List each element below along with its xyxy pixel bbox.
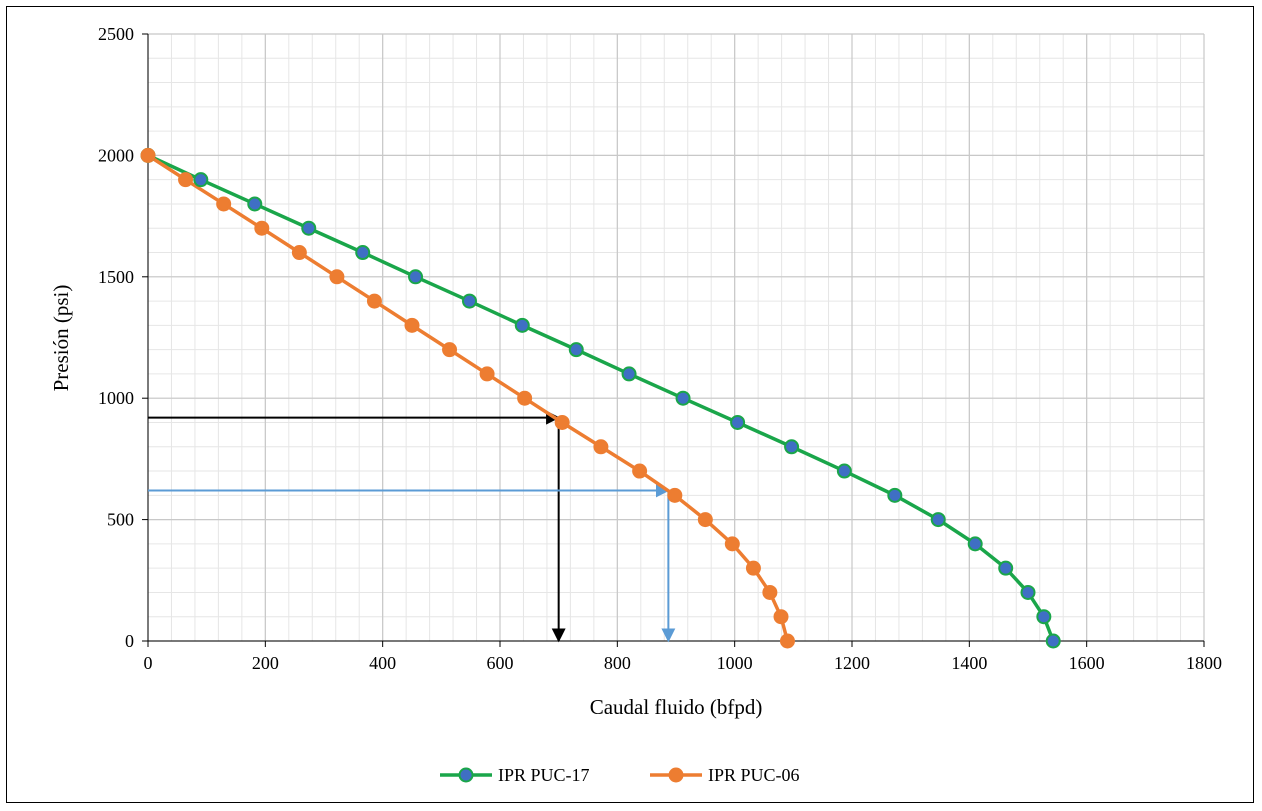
- legend-marker-2: [668, 767, 684, 783]
- series-point-2: [762, 584, 778, 600]
- legend-marker-1: [458, 767, 474, 783]
- x-tick-label: 400: [369, 653, 396, 673]
- series-layer: [140, 147, 1061, 649]
- series-point-2: [291, 245, 307, 261]
- series-point-1: [247, 196, 263, 212]
- series-point-1: [568, 342, 584, 358]
- series-point-2: [724, 536, 740, 552]
- series-point-1: [514, 317, 530, 333]
- series-point-2: [479, 366, 495, 382]
- series-point-1: [461, 293, 477, 309]
- series-point-1: [836, 463, 852, 479]
- series-point-1: [1045, 633, 1061, 649]
- series-point-2: [773, 609, 789, 625]
- chart-frame: [6, 6, 1254, 803]
- series-point-2: [745, 560, 761, 576]
- annotation-arrows: [148, 410, 676, 643]
- series-point-1: [998, 560, 1014, 576]
- x-tick-label: 200: [252, 653, 279, 673]
- series-point-1: [675, 390, 691, 406]
- legend-label-1: IPR PUC-17: [498, 765, 590, 785]
- x-tick-label: 1400: [951, 653, 987, 673]
- series-point-1: [967, 536, 983, 552]
- y-tick-label: 2000: [98, 145, 134, 165]
- legend: IPR PUC-17 IPR PUC-06: [440, 765, 800, 785]
- series-point-2: [779, 633, 795, 649]
- y-tick-label: 500: [107, 510, 134, 530]
- series-point-2: [329, 269, 345, 285]
- series-point-2: [667, 487, 683, 503]
- series-point-1: [301, 220, 317, 236]
- series-point-2: [593, 439, 609, 455]
- series-point-2: [404, 317, 420, 333]
- legend-label-2: IPR PUC-06: [708, 765, 800, 785]
- x-tick-label: 600: [487, 653, 514, 673]
- series-point-1: [408, 269, 424, 285]
- series-point-1: [887, 487, 903, 503]
- series-point-2: [216, 196, 232, 212]
- series-point-1: [621, 366, 637, 382]
- series-point-2: [697, 512, 713, 528]
- series-point-2: [554, 414, 570, 430]
- series-point-2: [366, 293, 382, 309]
- series-point-2: [442, 342, 458, 358]
- series-point-2: [254, 220, 270, 236]
- y-tick-label: 1500: [98, 267, 134, 287]
- grid-major: [142, 33, 1205, 647]
- x-tick-label: 1200: [834, 653, 870, 673]
- x-tick-label: 1000: [717, 653, 753, 673]
- series-point-1: [1036, 609, 1052, 625]
- series-point-2: [178, 172, 194, 188]
- series-point-1: [930, 512, 946, 528]
- x-tick-label: 0: [144, 653, 153, 673]
- y-tick-label: 1000: [98, 388, 134, 408]
- x-tick-label: 1600: [1069, 653, 1105, 673]
- series-point-1: [1020, 584, 1036, 600]
- series-point-1: [784, 439, 800, 455]
- x-axis-title: Caudal fluido (bfpd): [590, 695, 763, 719]
- series-point-1: [355, 245, 371, 261]
- series-point-2: [517, 390, 533, 406]
- x-tick-label: 800: [604, 653, 631, 673]
- x-tick-label: 1800: [1186, 653, 1222, 673]
- series-point-1: [730, 414, 746, 430]
- axis-tick-labels: 0 200 400 600 800 1000 1200 1400 1600 1800 0 500 100…: [98, 24, 1222, 673]
- series-point-2: [140, 147, 156, 163]
- y-axis-title: Presión (psi): [49, 285, 73, 392]
- series-point-2: [632, 463, 648, 479]
- grid-minor: [147, 33, 1205, 642]
- y-tick-label: 0: [125, 631, 134, 651]
- y-tick-label: 2500: [98, 24, 134, 44]
- series-point-1: [193, 172, 209, 188]
